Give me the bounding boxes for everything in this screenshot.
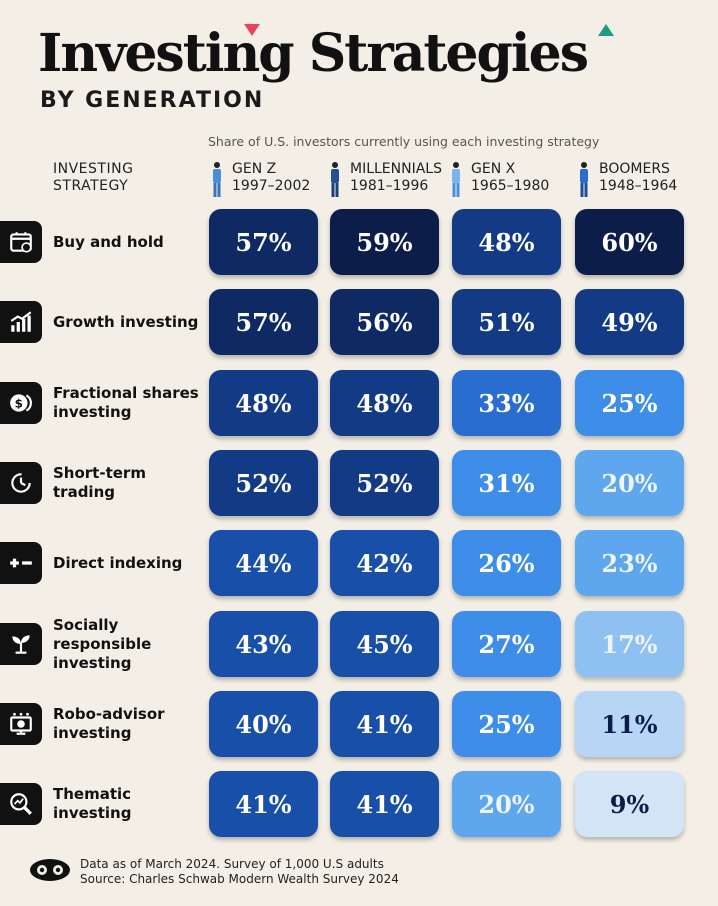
data-cell: 31%	[452, 450, 561, 516]
column-years: 1965–1980	[471, 178, 550, 194]
column-header-genz: GEN Z 1997–2002	[208, 161, 311, 197]
column-header-genx: GEN X 1965–1980	[447, 161, 550, 197]
data-cell: 20%	[452, 771, 561, 837]
column-header-millennials: MILLENNIALS 1981–1996	[326, 161, 442, 197]
data-cell: 27%	[452, 611, 561, 677]
data-cell: 17%	[575, 611, 684, 677]
strategy-header-line2: STRATEGY	[53, 178, 129, 194]
strategy-label: Direct indexing	[53, 553, 183, 572]
column-years: 1948–1964	[599, 178, 678, 194]
column-name: BOOMERS	[599, 161, 670, 177]
robo-monitor-icon	[0, 703, 42, 745]
column-name: GEN X	[471, 161, 516, 177]
data-cell: 41%	[209, 771, 318, 837]
person-icon	[331, 162, 339, 197]
strategy-label: Socially responsible investing	[53, 615, 152, 672]
calendar-icon	[0, 221, 42, 263]
person-icon	[580, 162, 588, 197]
chart-note: Share of U.S. investors currently using …	[208, 134, 600, 149]
data-cell: 42%	[330, 530, 439, 596]
column-years: 1997–2002	[232, 178, 311, 194]
data-cell: 43%	[209, 611, 318, 677]
footer-data-note: Data as of March 2024. Survey of 1,000 U…	[80, 857, 384, 871]
data-cell: 52%	[209, 450, 318, 516]
magnifier-chart-icon	[0, 783, 42, 825]
logo-icon	[30, 859, 70, 881]
plant-icon	[0, 623, 42, 665]
data-cell: 41%	[330, 691, 439, 757]
page-subtitle: BY GENERATION	[40, 88, 265, 113]
data-cell: 44%	[209, 530, 318, 596]
strategy-label: Thematic investing	[53, 785, 132, 822]
data-cell: 9%	[575, 771, 684, 837]
footer-notes: Data as of March 2024. Survey of 1,000 U…	[80, 857, 399, 887]
data-cell: 57%	[209, 289, 318, 355]
data-cell: 20%	[575, 450, 684, 516]
data-cell: 49%	[575, 289, 684, 355]
data-cell: 23%	[575, 530, 684, 596]
data-cell: 57%	[209, 209, 318, 275]
data-cell: 26%	[452, 530, 561, 596]
data-cell: 25%	[575, 370, 684, 436]
footer-source: Source: Charles Schwab Modern Wealth Sur…	[80, 872, 399, 886]
page-title: Investing Strategies	[38, 23, 589, 84]
data-cell: 51%	[452, 289, 561, 355]
svg-text:$: $	[15, 396, 23, 410]
data-cell: 48%	[452, 209, 561, 275]
growth-chart-icon	[0, 301, 42, 343]
plus-minus-icon	[0, 542, 42, 584]
strategy-label: Growth investing	[53, 312, 199, 331]
strategy-label: Short-term trading	[53, 464, 146, 501]
data-cell: 60%	[575, 209, 684, 275]
data-cell: 48%	[209, 370, 318, 436]
data-cell: 25%	[452, 691, 561, 757]
coin-fraction-icon: $	[0, 382, 42, 424]
strategy-header-line1: INVESTING	[53, 161, 134, 177]
person-icon	[452, 162, 460, 197]
strategy-label: Robo-advisor investing	[53, 705, 165, 742]
strategy-column-header: INVESTING STRATEGY	[53, 161, 133, 195]
strategy-label: Buy and hold	[53, 232, 164, 251]
data-cell: 45%	[330, 611, 439, 677]
clock-icon	[0, 462, 42, 504]
column-name: GEN Z	[232, 161, 277, 177]
data-cell: 33%	[452, 370, 561, 436]
strategy-label: Fractional shares investing	[53, 384, 199, 421]
decorative-red-triangle	[244, 24, 260, 36]
person-icon	[213, 162, 221, 197]
data-cell: 40%	[209, 691, 318, 757]
data-cell: 56%	[330, 289, 439, 355]
data-cell: 48%	[330, 370, 439, 436]
data-cell: 59%	[330, 209, 439, 275]
column-years: 1981–1996	[350, 178, 429, 194]
data-cell: 11%	[575, 691, 684, 757]
decorative-green-triangle	[598, 24, 614, 36]
column-name: MILLENNIALS	[350, 161, 442, 177]
data-cell: 41%	[330, 771, 439, 837]
data-cell: 52%	[330, 450, 439, 516]
column-header-boomers: BOOMERS 1948–1964	[575, 161, 678, 197]
